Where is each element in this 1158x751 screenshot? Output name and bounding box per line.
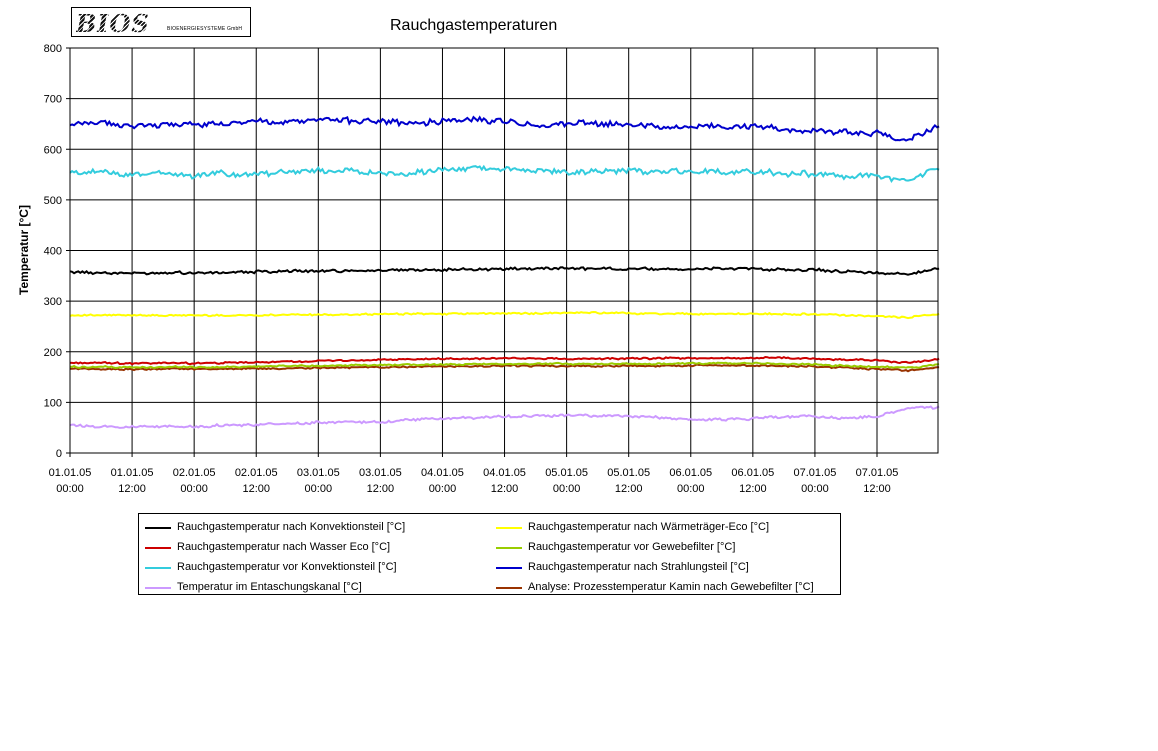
x-tick-label-date: 07.01.05 bbox=[856, 467, 899, 479]
y-tick-label: 400 bbox=[44, 246, 62, 258]
bios-logo: BIOS BIOENERGIESYSTEME GmbH bbox=[71, 7, 251, 38]
chart-title: Rauchgastemperaturen bbox=[390, 17, 558, 34]
x-tick-label-time: 12:00 bbox=[242, 483, 270, 495]
legend-swatch bbox=[145, 587, 171, 589]
x-tick-label-date: 06.01.05 bbox=[731, 467, 774, 479]
legend-label: Rauchgastemperatur vor Gewebefilter [°C] bbox=[528, 541, 736, 553]
x-tick-label-time: 12:00 bbox=[491, 483, 519, 495]
plot-border bbox=[69, 47, 939, 454]
legend-swatch bbox=[496, 527, 522, 529]
x-tick-label-date: 07.01.05 bbox=[794, 467, 837, 479]
x-tick-label-date: 02.01.05 bbox=[173, 467, 216, 479]
series-line bbox=[69, 310, 940, 320]
x-tick-label-date: 05.01.05 bbox=[545, 467, 588, 479]
series-line bbox=[69, 164, 940, 183]
series-line bbox=[69, 115, 940, 142]
y-tick-label: 0 bbox=[56, 448, 62, 460]
legend-label: Temperatur im Entaschungskanal [°C] bbox=[177, 581, 362, 593]
y-axis-label: Temperatur [°C] bbox=[17, 205, 31, 295]
legend-label: Analyse: Prozesstemperatur Kamin nach Ge… bbox=[528, 581, 814, 593]
grid-lines bbox=[69, 47, 938, 454]
x-tick-label-date: 03.01.05 bbox=[359, 467, 402, 479]
series-line bbox=[69, 405, 940, 429]
legend: Rauchgastemperatur nach Konvektionsteil … bbox=[138, 513, 841, 595]
x-tick-label-time: 12:00 bbox=[739, 483, 767, 495]
line-chart: 0 100 200 300 400 500 600 700 800 01.01.05 00:00 01… bbox=[17, 43, 940, 495]
legend-swatch bbox=[145, 527, 171, 529]
y-tick-label: 100 bbox=[44, 397, 62, 409]
x-tick-label-date: 01.01.05 bbox=[49, 467, 92, 479]
logo-mark: BIOS bbox=[76, 9, 150, 38]
legend-swatch bbox=[145, 567, 171, 569]
legend-swatch bbox=[496, 547, 522, 549]
series-line bbox=[69, 266, 940, 276]
x-tick-label-time: 00:00 bbox=[801, 483, 829, 495]
x-tick-label-time: 12:00 bbox=[863, 483, 891, 495]
series-lines bbox=[69, 115, 940, 429]
x-tick-label-time: 00:00 bbox=[180, 483, 208, 495]
series-line bbox=[69, 355, 940, 366]
x-tick-label-time: 12:00 bbox=[367, 483, 395, 495]
y-tick-label: 500 bbox=[44, 195, 62, 207]
legend-swatch bbox=[145, 547, 171, 549]
legend-swatch bbox=[496, 567, 522, 569]
x-tick-label-time: 00:00 bbox=[553, 483, 581, 495]
y-tick-label: 300 bbox=[44, 296, 62, 308]
x-tick-label-date: 03.01.05 bbox=[297, 467, 340, 479]
x-tick-label-date: 06.01.05 bbox=[669, 467, 712, 479]
y-tick-label: 200 bbox=[44, 347, 62, 359]
axes: 0 100 200 300 400 500 600 700 800 01.01.05 00:00 01… bbox=[44, 43, 939, 495]
x-tick-label-time: 00:00 bbox=[56, 483, 84, 495]
logo-subtext: BIOENERGIESYSTEME GmbH bbox=[167, 26, 243, 32]
x-tick-label-date: 02.01.05 bbox=[235, 467, 278, 479]
legend-label: Rauchgastemperatur nach Konvektionsteil … bbox=[177, 521, 406, 533]
legend-label: Rauchgastemperatur vor Konvektionsteil [… bbox=[177, 561, 397, 573]
x-tick-label-date: 01.01.05 bbox=[111, 467, 154, 479]
series-line bbox=[69, 361, 940, 370]
x-tick-label-time: 12:00 bbox=[118, 483, 146, 495]
x-tick-label-time: 00:00 bbox=[429, 483, 457, 495]
legend-label: Rauchgastemperatur nach Wasser Eco [°C] bbox=[177, 541, 391, 553]
chart-canvas: BIOS BIOENERGIESYSTEME GmbH Rauchgastemp… bbox=[17, 7, 940, 595]
legend-label: Rauchgastemperatur nach Strahlungsteil [… bbox=[528, 561, 749, 573]
x-tick-label-time: 00:00 bbox=[677, 483, 705, 495]
x-tick-label-date: 04.01.05 bbox=[421, 467, 464, 479]
x-tick-label-time: 00:00 bbox=[305, 483, 333, 495]
x-tick-label-date: 05.01.05 bbox=[607, 467, 650, 479]
legend-label: Rauchgastemperatur nach Wärmeträger-Eco … bbox=[528, 521, 769, 533]
y-tick-label: 800 bbox=[44, 43, 62, 55]
x-tick-label-date: 04.01.05 bbox=[483, 467, 526, 479]
legend-swatch bbox=[496, 587, 522, 589]
y-tick-label: 600 bbox=[44, 144, 62, 156]
y-tick-label: 700 bbox=[44, 94, 62, 106]
x-tick-label-time: 12:00 bbox=[615, 483, 643, 495]
